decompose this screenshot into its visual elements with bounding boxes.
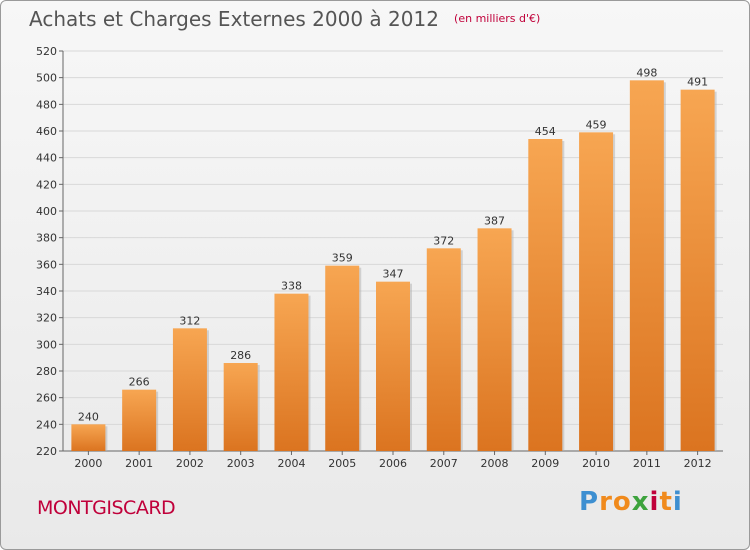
y-tick-label: 420 bbox=[36, 178, 57, 191]
y-tick-label: 320 bbox=[36, 312, 57, 325]
x-tick-label: 2003 bbox=[227, 457, 255, 470]
y-tick-label: 220 bbox=[36, 445, 57, 458]
y-tick-label: 340 bbox=[36, 285, 57, 298]
proxiti-logo: Proxiti bbox=[579, 487, 683, 517]
value-label: 347 bbox=[383, 268, 404, 281]
x-tick-label: 2001 bbox=[125, 457, 153, 470]
value-label: 491 bbox=[687, 76, 708, 89]
value-label: 387 bbox=[484, 214, 505, 227]
value-label: 454 bbox=[535, 125, 556, 138]
chart-title: Achats et Charges Externes 2000 à 2012 bbox=[29, 7, 439, 31]
y-tick-label: 460 bbox=[36, 125, 57, 138]
bar-2012 bbox=[680, 89, 715, 452]
y-tick-label: 440 bbox=[36, 152, 57, 165]
bar-2009 bbox=[528, 139, 563, 451]
value-label: 459 bbox=[586, 118, 607, 131]
value-label: 498 bbox=[636, 66, 657, 79]
x-tick-label: 2012 bbox=[684, 457, 712, 470]
bar-2010 bbox=[579, 132, 614, 452]
y-tick-label: 400 bbox=[36, 205, 57, 218]
value-label: 312 bbox=[179, 314, 200, 327]
y-tick-label: 300 bbox=[36, 338, 57, 351]
y-tick-label: 380 bbox=[36, 232, 57, 245]
bar-2011 bbox=[629, 80, 664, 451]
x-tick-label: 2006 bbox=[379, 457, 407, 470]
value-label: 338 bbox=[281, 280, 302, 293]
y-tick-label: 280 bbox=[36, 365, 57, 378]
title-row: Achats et Charges Externes 2000 à 2012 (… bbox=[29, 7, 540, 31]
y-tick-label: 480 bbox=[36, 98, 57, 111]
bar-2002 bbox=[172, 328, 207, 451]
bar-layer bbox=[71, 80, 717, 452]
y-tick-label: 260 bbox=[36, 392, 57, 405]
y-tick-label: 500 bbox=[36, 72, 57, 85]
x-tick-label: 2010 bbox=[582, 457, 610, 470]
bar-2006 bbox=[376, 281, 410, 451]
value-label: 359 bbox=[332, 252, 353, 265]
y-tick-label: 520 bbox=[36, 45, 57, 58]
bar-2007 bbox=[426, 248, 461, 451]
value-label: 240 bbox=[78, 410, 99, 423]
value-label: 372 bbox=[433, 234, 454, 247]
bar-2000 bbox=[71, 424, 106, 451]
commune-name: MONTGISCARD bbox=[37, 497, 176, 519]
bar-2001 bbox=[122, 389, 157, 451]
x-tick-label: 2005 bbox=[328, 457, 356, 470]
x-tick-label: 2004 bbox=[277, 457, 305, 470]
x-tick-label: 2007 bbox=[430, 457, 458, 470]
x-tick-label: 2011 bbox=[633, 457, 661, 470]
chart-subtitle: (en milliers d'€) bbox=[454, 12, 541, 25]
bar-2003 bbox=[223, 363, 258, 451]
x-tick-label: 2000 bbox=[74, 457, 102, 470]
bar-2004 bbox=[274, 293, 309, 451]
y-tick-label: 240 bbox=[36, 418, 57, 431]
y-tick-label: 360 bbox=[36, 258, 57, 271]
label-layer: 240 2000 266 2001 312 2002 286 2003 338 2004 359 20… bbox=[74, 66, 711, 470]
value-label: 266 bbox=[129, 376, 150, 389]
x-tick-label: 2002 bbox=[176, 457, 204, 470]
x-tick-label: 2009 bbox=[531, 457, 559, 470]
value-label: 286 bbox=[230, 349, 251, 362]
x-tick-label: 2008 bbox=[481, 457, 509, 470]
bar-2005 bbox=[325, 265, 360, 451]
bar-2008 bbox=[477, 228, 512, 451]
